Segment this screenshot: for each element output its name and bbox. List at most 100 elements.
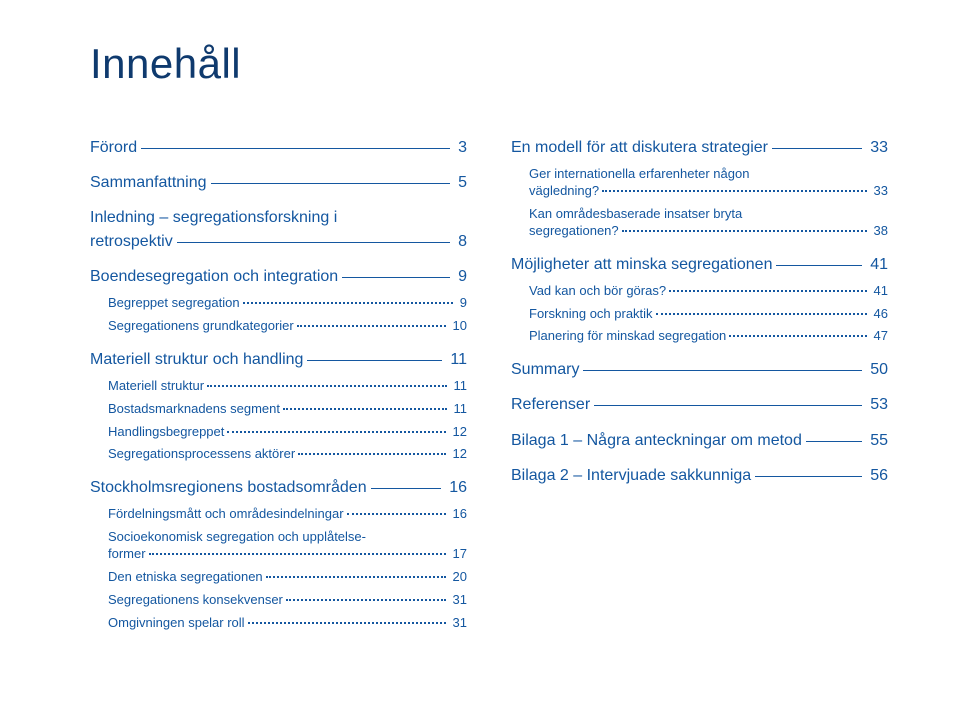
toc-leader [298,453,445,455]
toc-heading[interactable]: Möjligheter att minska segregationen 41 [511,253,888,276]
toc-page-number: 31 [449,614,467,633]
toc-sub-label: former [108,545,146,564]
toc-heading[interactable]: Bilaga 1 – Några anteckningar om metod 5… [511,429,888,452]
toc-subentry-cont[interactable]: segregationen? 38 [511,222,888,241]
toc-subentry-cont[interactable]: vägledning? 33 [511,182,888,201]
toc-leader [776,265,862,266]
toc-leader [729,335,866,337]
toc-page-number: 12 [449,445,467,464]
toc-heading[interactable]: Bilaga 2 – Intervjuade sakkunniga 56 [511,464,888,487]
toc-page-number: 50 [866,358,888,381]
toc-leader [207,385,446,387]
toc-heading[interactable]: Summary 50 [511,358,888,381]
toc-sub-label: Socioekonomisk segregation och upplåtels… [108,528,366,547]
toc-subentry[interactable]: Bostadsmarknadens segment 11 [90,400,467,419]
toc-leader [266,576,446,578]
toc-leader [602,190,866,192]
toc-leader [622,230,867,232]
toc-leader [141,148,450,149]
toc-leader [149,553,446,555]
toc-leader [806,441,862,442]
toc-page-number: 3 [454,136,467,159]
toc-subentry[interactable]: Fördelningsmått och områdesindelningar 1… [90,505,467,524]
toc-sub-label: Vad kan och bör göras? [529,282,666,301]
toc-heading-label: Summary [511,358,579,381]
toc-subentry-cont[interactable]: former 17 [90,545,467,564]
toc-leader [594,405,862,406]
toc-leader [772,148,862,149]
toc-sub-label: Segregationens grundkategorier [108,317,294,336]
toc-page-number: 55 [866,429,888,452]
toc-subentry[interactable]: Den etniska segregationen 20 [90,568,467,587]
toc-sub-label: Handlingsbegreppet [108,423,224,442]
toc-leader [177,242,450,243]
toc-page-number: 41 [866,253,888,276]
toc-heading[interactable]: Stockholmsregionens bostadsområden 16 [90,476,467,499]
toc-sub-label: Den etniska segregationen [108,568,263,587]
toc-subentry[interactable]: Planering för minskad segregation 47 [511,327,888,346]
toc-page-number: 47 [870,327,888,346]
toc-leader [656,313,867,315]
toc-subentry[interactable]: Handlingsbegreppet 12 [90,423,467,442]
toc-page-number: 5 [454,171,467,194]
toc-sub-label: Bostadsmarknadens segment [108,400,280,419]
toc-heading[interactable]: Referenser 53 [511,393,888,416]
toc-heading-label: Bilaga 1 – Några anteckningar om metod [511,429,802,452]
toc-subentry[interactable]: Segregationsprocessens aktörer 12 [90,445,467,464]
toc-sub-label: vägledning? [529,182,599,201]
toc-page-number: 33 [866,136,888,159]
toc-heading[interactable]: En modell för att diskutera strategier 3… [511,136,888,159]
toc-heading-label: Materiell struktur och handling [90,348,303,371]
toc-heading-label: Möjligheter att minska segregationen [511,253,772,276]
toc-heading-label: Referenser [511,393,590,416]
toc-leader [307,360,442,361]
toc-leader [283,408,447,410]
toc-page-number: 46 [870,305,888,324]
toc-leader [347,513,446,515]
toc-sub-label: Fördelningsmått och områdesindelningar [108,505,344,524]
toc-page-number: 16 [449,505,467,524]
toc-heading-label: Boendesegregation och integration [90,265,338,288]
toc-leader [227,431,445,433]
toc-sub-label: Materiell struktur [108,377,204,396]
toc-leader [248,622,446,624]
toc-subentry[interactable]: Segregationens grundkategorier 10 [90,317,467,336]
toc-sub-label: Segregationens konsekvenser [108,591,283,610]
toc-subentry[interactable]: Omgivningen spelar roll 31 [90,614,467,633]
toc-left-column: Förord 3 Sammanfattning 5 Inledning – se… [90,136,467,636]
toc-page-number: 12 [449,423,467,442]
toc-sub-label: Omgivningen spelar roll [108,614,245,633]
toc-subentry[interactable]: Materiell struktur 11 [90,377,467,396]
toc-heading[interactable]: Inledning – segregationsforskning i [90,206,467,229]
toc-heading[interactable]: Förord 3 [90,136,467,159]
toc-page-number: 17 [449,545,467,564]
toc-heading[interactable]: Materiell struktur och handling 11 [90,348,467,371]
toc-page-number: 53 [866,393,888,416]
toc-page-number: 20 [449,568,467,587]
toc-page-number: 33 [870,182,888,201]
toc-page-number: 9 [456,294,467,313]
toc-subentry[interactable]: Forskning och praktik 46 [511,305,888,324]
toc-sub-label: segregationen? [529,222,619,241]
toc-heading-cont[interactable]: retrospektiv 8 [90,230,467,253]
toc-leader [297,325,446,327]
toc-heading-label: Förord [90,136,137,159]
toc-heading-label: En modell för att diskutera strategier [511,136,768,159]
toc-subentry[interactable]: Begreppet segregation 9 [90,294,467,313]
toc-page-number: 56 [866,464,888,487]
toc-subentry[interactable]: Segregationens konsekvenser 31 [90,591,467,610]
toc-heading[interactable]: Boendesegregation och integration 9 [90,265,467,288]
toc-sub-label: Segregationsprocessens aktörer [108,445,295,464]
toc-page-number: 10 [449,317,467,336]
toc-heading[interactable]: Sammanfattning 5 [90,171,467,194]
toc-page-number: 8 [454,230,467,253]
toc-heading-label: retrospektiv [90,230,173,253]
toc-page-number: 31 [449,591,467,610]
toc-page-number: 38 [870,222,888,241]
toc-sub-label: Forskning och praktik [529,305,653,324]
toc-page-number: 16 [445,476,467,499]
toc-subentry[interactable]: Vad kan och bör göras? 41 [511,282,888,301]
toc-right-column: En modell för att diskutera strategier 3… [511,136,888,636]
toc-heading-label: Stockholmsregionens bostadsområden [90,476,367,499]
toc-page: { "colors": { "heading": "#0f3a6e", "ent… [0,0,960,712]
